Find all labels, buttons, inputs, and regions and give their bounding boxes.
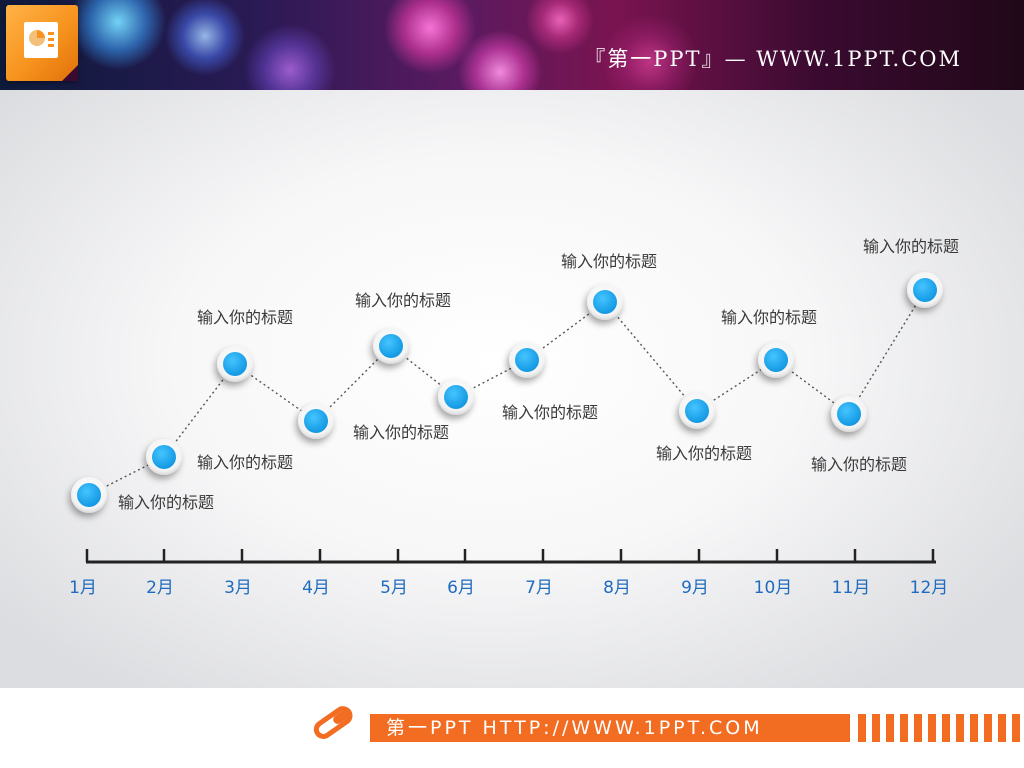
- timeline-chart: 1月 2月 3月 4月 5月 6月 7月 8月 9月 10月 11月 12月输入你的标题输入你的标题输…: [69, 237, 959, 598]
- timeline-node-5[interactable]: [373, 328, 409, 364]
- footer-stripe: [872, 714, 880, 742]
- timeline-node-1[interactable]: [71, 477, 107, 513]
- timeline-node-2[interactable]: [146, 439, 182, 475]
- footer-url-bar: 第一PPT HTTP://WWW.1PPT.COM: [370, 714, 850, 742]
- pencil-icon: [313, 706, 353, 739]
- month-label-6: 6月: [447, 578, 475, 598]
- connector-line-8: [604, 301, 698, 412]
- header-brand-text: 『第一PPT』— WWW.1PPT.COM: [584, 47, 962, 71]
- footer-stripe: [956, 714, 964, 742]
- month-label-7: 7月: [525, 578, 553, 598]
- footer-stripe: [886, 714, 894, 742]
- footer-stripe: [900, 714, 908, 742]
- month-label-9: 9月: [681, 578, 709, 598]
- month-label-12: 12月: [910, 578, 949, 598]
- footer-stripe: [858, 714, 866, 742]
- footer-stripes: [858, 714, 1024, 742]
- month-label-2: 2月: [146, 578, 174, 598]
- header-banner: 『第一PPT』— WWW.1PPT.COM: [0, 0, 1024, 90]
- node-title-7: 输入你的标题: [502, 403, 598, 422]
- timeline-nodes: [71, 272, 943, 513]
- footer-stripe: [914, 714, 922, 742]
- slide-body: 1月 2月 3月 4月 5月 6月 7月 8月 9月 10月 11月 12月 输入你的标题 输入你的标题输…: [0, 90, 1024, 688]
- node-title-1: 输入你的标题: [118, 493, 214, 512]
- node-title-11: 输入你的标题: [811, 455, 907, 474]
- footer-stripe: [928, 714, 936, 742]
- powerpoint-logo-icon: [6, 5, 78, 81]
- footer-stripe: [984, 714, 992, 742]
- month-label-4: 4月: [302, 578, 330, 598]
- footer: 第一PPT HTTP://WWW.1PPT.COM: [0, 688, 1024, 768]
- month-label-8: 8月: [603, 578, 631, 598]
- timeline-node-12[interactable]: [907, 272, 943, 308]
- node-title-6: 输入你的标题: [353, 423, 449, 442]
- timeline-node-9[interactable]: [679, 393, 715, 429]
- node-title-5: 输入你的标题: [355, 291, 451, 310]
- node-title-9: 输入你的标题: [656, 444, 752, 463]
- timeline-node-4[interactable]: [298, 403, 334, 439]
- node-title-8: 输入你的标题: [561, 252, 657, 271]
- timeline-node-10[interactable]: [758, 342, 794, 378]
- footer-stripe: [1012, 714, 1020, 742]
- timeline-node-3[interactable]: [217, 346, 253, 382]
- node-title-12: 输入你的标题: [863, 237, 959, 256]
- month-label-11: 11月: [832, 578, 871, 598]
- timeline-node-7[interactable]: [509, 342, 545, 378]
- node-title-3: 输入你的标题: [197, 308, 293, 327]
- timeline-labels: 1月 2月 3月 4月 5月 6月 7月 8月 9月 10月 11月 12月输入你的标题输入你的标题输…: [69, 237, 959, 598]
- timeline-node-11[interactable]: [831, 396, 867, 432]
- month-label-5: 5月: [380, 578, 408, 598]
- timeline-axis: [85, 549, 936, 564]
- timeline-node-6[interactable]: [438, 379, 474, 415]
- footer-stripe: [970, 714, 978, 742]
- month-label-3: 3月: [224, 578, 252, 598]
- node-title-10: 输入你的标题: [721, 308, 817, 327]
- node-title-2: 输入你的标题: [197, 453, 293, 472]
- month-label-1: 1月: [69, 578, 97, 598]
- connector-line-11: [848, 289, 926, 415]
- connector-line-5: [390, 345, 457, 398]
- footer-stripe: [942, 714, 950, 742]
- month-label-10: 10月: [754, 578, 793, 598]
- timeline-node-8[interactable]: [587, 284, 623, 320]
- presentation-page-icon: [24, 22, 58, 58]
- footer-stripe: [998, 714, 1006, 742]
